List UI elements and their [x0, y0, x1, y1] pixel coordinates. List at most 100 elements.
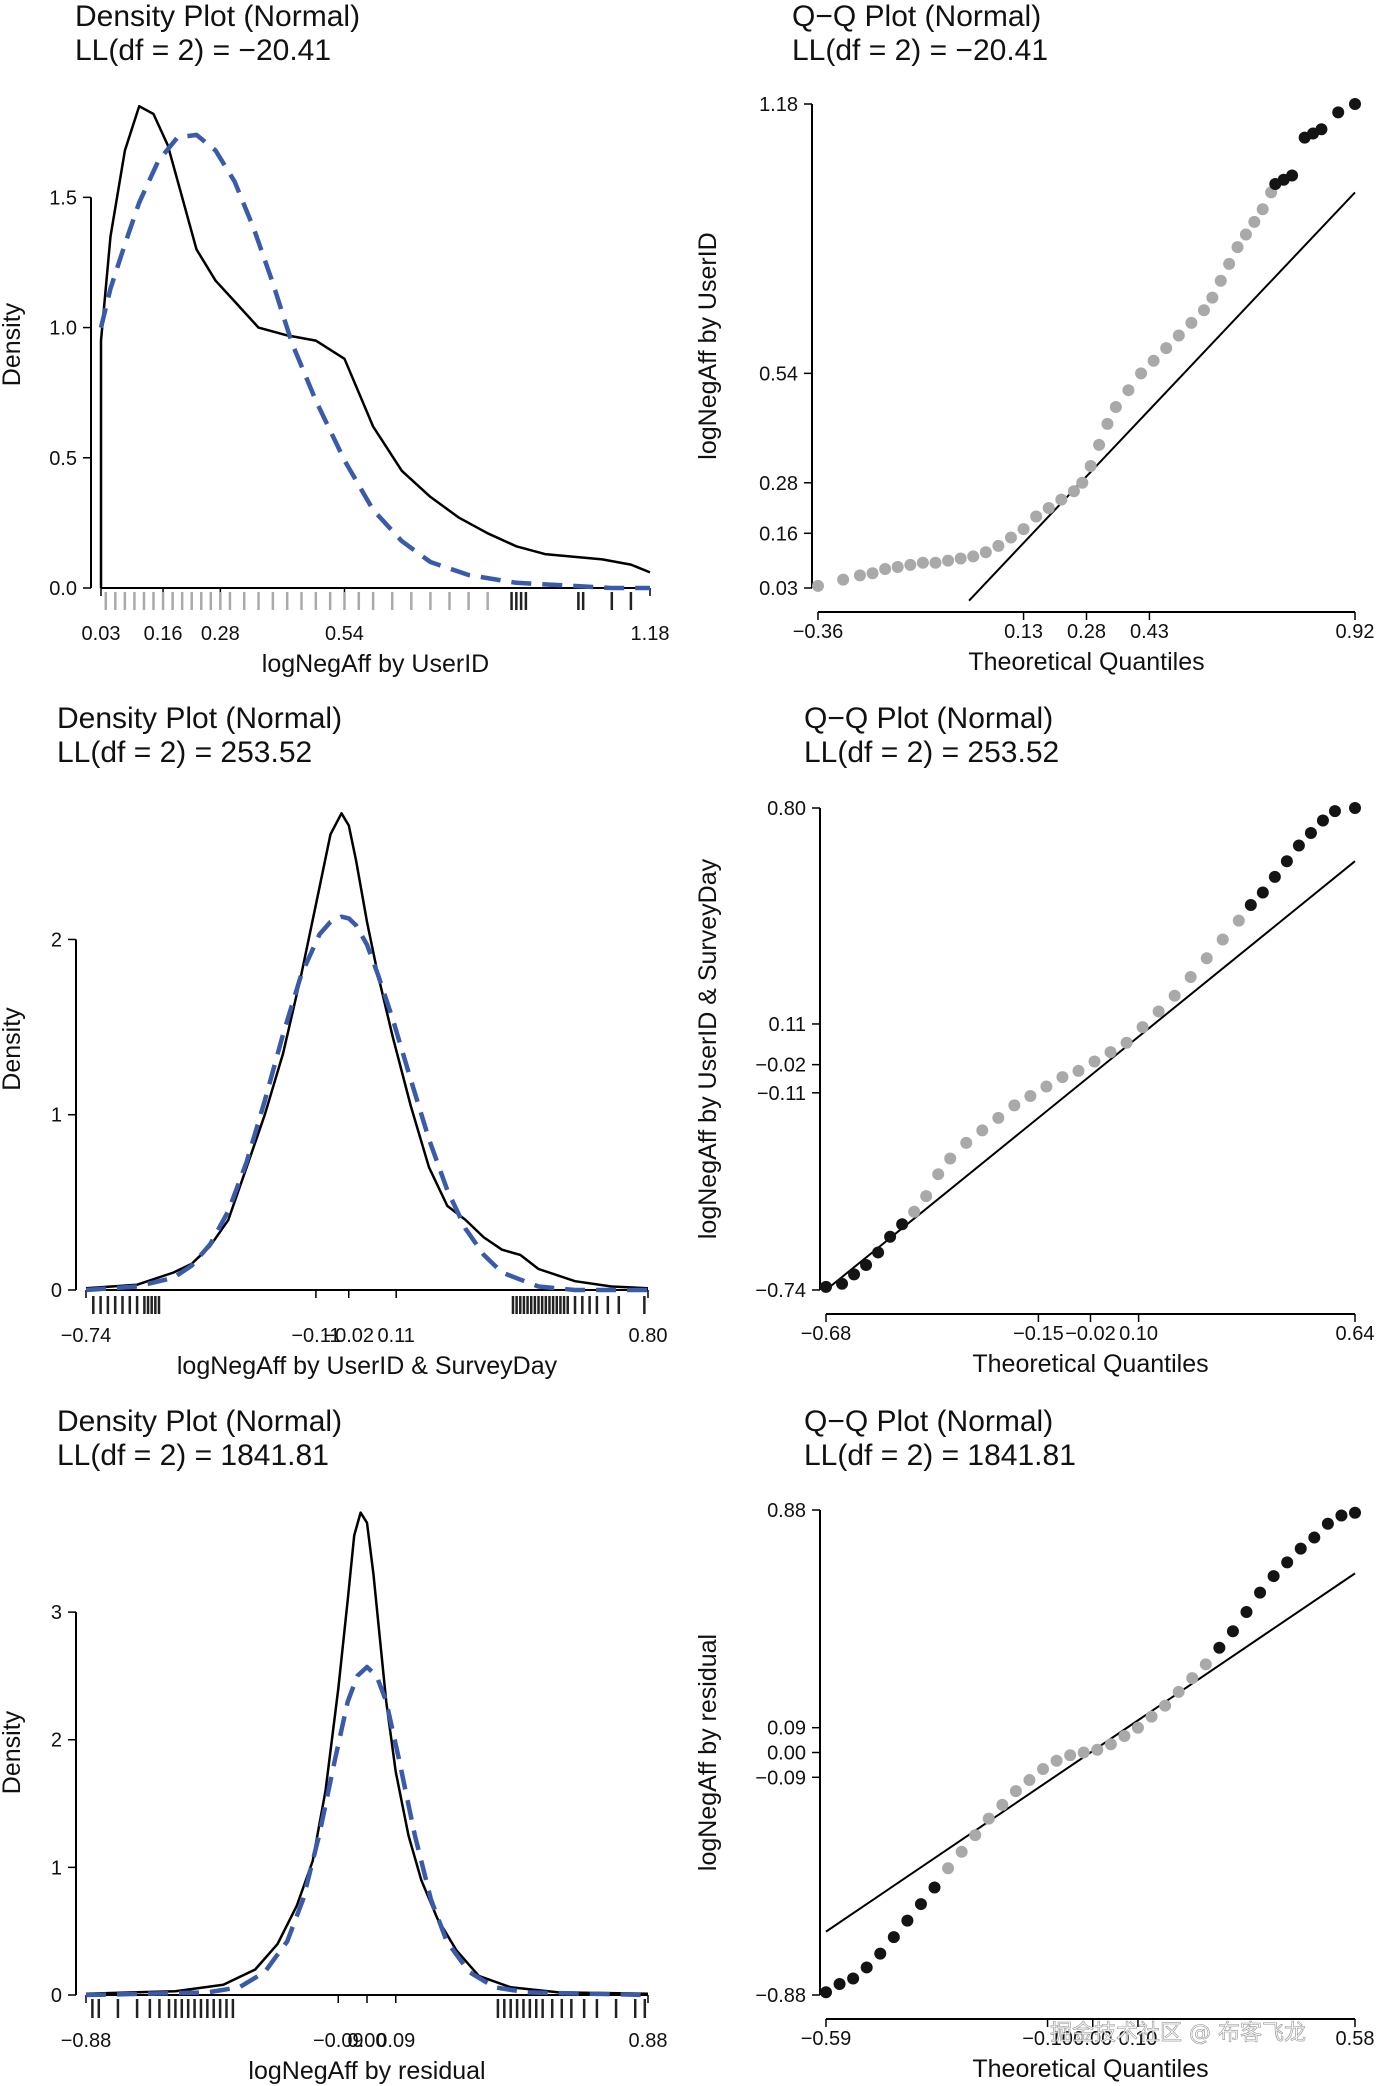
qq-point	[982, 1812, 995, 1825]
y-tick-label: −0.88	[755, 1985, 806, 2007]
qq-point	[866, 567, 879, 580]
y-tick-label: 1	[51, 1857, 62, 1879]
qq-point	[1315, 123, 1328, 136]
y-tick-label: 1.18	[759, 94, 798, 116]
qq-point	[1077, 1746, 1090, 1759]
qq-residual-panel: Q−Q Plot (Normal)LL(df = 2) = 1841.81 −0.…	[694, 1405, 1374, 2083]
x-axis-label: Theoretical Quantiles	[972, 2055, 1208, 2083]
qq-point	[914, 1898, 927, 1911]
qq-point	[1004, 531, 1017, 544]
qq-point	[853, 569, 866, 582]
qq-point	[1152, 1005, 1165, 1018]
kernel-density-line	[85, 1511, 649, 1995]
qq-point	[901, 1914, 914, 1927]
qq-point	[1280, 855, 1293, 868]
y-tick-label: 0.88	[767, 1500, 806, 1522]
qq-point	[979, 546, 992, 559]
x-tick-label: 0.54	[325, 623, 364, 645]
qq-point	[1093, 438, 1106, 451]
qq-point	[1248, 215, 1261, 228]
x-tick-label: 0.00	[1073, 2028, 1112, 2050]
x-tick-label: 0.03	[82, 623, 121, 645]
qq-point	[955, 1845, 968, 1858]
qq-point	[1023, 1774, 1036, 1787]
qq-point	[1104, 1738, 1117, 1751]
qq-point	[1118, 1729, 1131, 1742]
x-tick-label: 0.10	[1119, 1323, 1158, 1345]
qq-point	[1239, 228, 1252, 241]
normal-fit-line	[85, 1664, 649, 1998]
qq-point	[1040, 1080, 1053, 1093]
qq-point	[1072, 1064, 1085, 1077]
chart-subtitle: LL(df = 2) = 253.52	[804, 736, 1059, 769]
y-tick-label: 0.09	[767, 1718, 806, 1740]
x-tick-label: 0.16	[144, 623, 183, 645]
x-axis-label: logNegAff by UserID & SurveyDay	[177, 1352, 558, 1380]
y-tick-label: 0.5	[49, 448, 77, 470]
qq-point	[1226, 1625, 1239, 1638]
qq-point	[1332, 106, 1345, 119]
qq-point	[1256, 886, 1269, 899]
qq-point	[872, 1246, 885, 1259]
chart-title: Density Plot (Normal)	[57, 1405, 342, 1438]
qq-point	[1042, 502, 1055, 515]
chart-title: Density Plot (Normal)	[75, 0, 360, 33]
y-tick-label: 0	[51, 1280, 62, 1302]
qq-point	[1009, 1785, 1022, 1798]
y-tick-label: 0.80	[767, 798, 806, 820]
qq-point	[1168, 989, 1181, 1002]
qq-point	[833, 1977, 846, 1990]
qq-point	[1197, 304, 1210, 317]
y-tick-label: −0.02	[755, 1055, 806, 1077]
qq-point	[1008, 1099, 1021, 1112]
qq-point	[812, 579, 824, 592]
y-tick-label: 0.03	[759, 578, 798, 600]
qq-point	[954, 552, 967, 565]
qq-point	[1328, 805, 1341, 818]
chart-title: Q−Q Plot (Normal)	[792, 0, 1041, 33]
qq-point	[884, 1230, 897, 1243]
watermark-text: 掘金技术社区 @ 布客飞龙	[1050, 2021, 1306, 2046]
qq-point	[1088, 1055, 1101, 1068]
y-tick-label: 1.5	[49, 187, 77, 209]
normal-fit-line	[85, 914, 648, 1293]
qq-point	[1101, 417, 1114, 430]
chart-subtitle: LL(df = 2) = −20.41	[792, 34, 1048, 67]
x-tick-label: −0.02	[1065, 1323, 1116, 1345]
qq-point	[1286, 169, 1299, 182]
qq-point	[887, 1931, 900, 1944]
y-tick-label: 3	[51, 1602, 62, 1624]
y-tick-label: 2	[51, 1730, 62, 1752]
qq-point	[1185, 316, 1198, 329]
qq-point	[1244, 899, 1257, 912]
qq-point	[1172, 329, 1185, 342]
qq-point	[1131, 1721, 1144, 1734]
qq-point	[1160, 342, 1173, 355]
qq-point	[820, 1280, 832, 1293]
y-tick-label: 0.00	[767, 1743, 806, 1765]
qq-point	[992, 1111, 1005, 1124]
qq-point	[932, 1168, 945, 1181]
qq-point	[1055, 493, 1068, 506]
qq-point	[904, 558, 917, 571]
x-axis-label: Theoretical Quantiles	[972, 1350, 1208, 1378]
normal-fit-line	[98, 132, 650, 591]
x-tick-label: 0.28	[1067, 621, 1106, 643]
y-tick-label: 1	[51, 1105, 62, 1127]
qq-point	[1076, 476, 1089, 489]
x-tick-label: 0.58	[1336, 2028, 1375, 2050]
x-tick-label: −0.02	[323, 1325, 374, 1347]
density-userid-panel: Density Plot (Normal)LL(df = 2) = −20.41…	[0, 0, 669, 678]
qq-point	[1216, 933, 1229, 946]
qq-point	[860, 1258, 873, 1271]
x-tick-label: 0.00	[348, 2030, 387, 2052]
y-tick-label: 0.16	[759, 523, 798, 545]
x-tick-label: −0.09	[313, 2030, 364, 2052]
qq-point	[1281, 1556, 1294, 1569]
density-userid-surveyday-panel: Density Plot (Normal)LL(df = 2) = 253.52…	[0, 702, 667, 1380]
reference-line	[968, 191, 1356, 602]
qq-point	[1120, 1036, 1133, 1049]
qq-point	[920, 1190, 933, 1203]
qq-point	[1145, 1710, 1158, 1723]
qq-point	[879, 563, 892, 576]
